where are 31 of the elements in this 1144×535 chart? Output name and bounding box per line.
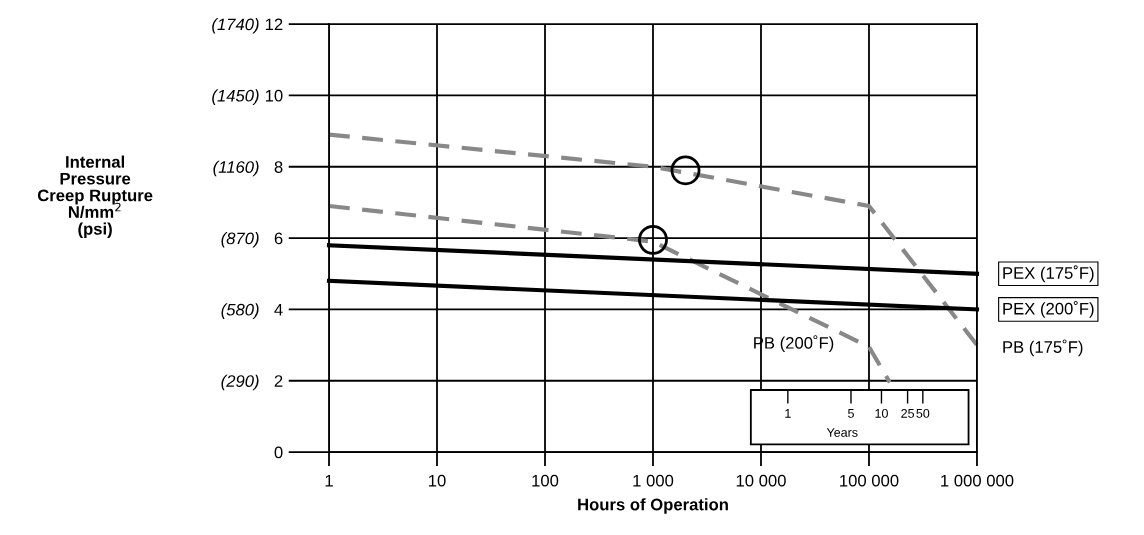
- x-tick-label: 1: [325, 474, 333, 487]
- y-tick-label: 6: [274, 232, 283, 245]
- y-tick-label: 2: [274, 375, 283, 387]
- annotation: 5: [848, 409, 854, 418]
- y-tick-label: 12: [265, 18, 283, 31]
- y-tick-label: 10: [265, 89, 283, 102]
- y2-tick-label: (1740): [212, 18, 259, 34]
- y-tick-label: 0: [274, 446, 283, 459]
- annotation: 25: [901, 408, 915, 418]
- x-tick-label: 10: [429, 474, 446, 487]
- series-label: PEX (200˚F): [1003, 300, 1094, 318]
- x-tick-label: 10 000: [736, 474, 786, 487]
- x-tick-label: 1 000 000: [941, 474, 1014, 487]
- x-axis-title: Hours of Operation: [578, 498, 728, 514]
- y2-tick-label: (1160): [213, 160, 259, 177]
- y-tick-label: 4: [274, 303, 283, 316]
- y2-tick-label: (1450): [212, 89, 259, 105]
- annotation: 1: [785, 409, 791, 418]
- y2-tick-label: (870): [221, 232, 259, 248]
- annotation: 10: [875, 408, 888, 418]
- y2-tick-label: (580): [221, 303, 259, 319]
- y2-tick-label: (290): [221, 374, 259, 391]
- annotation: 50: [916, 408, 930, 418]
- y-tick-label: 8: [274, 161, 283, 173]
- series-label: PB (175˚F): [1003, 339, 1083, 357]
- y2-axis-title: Internal Pressure Creep Rupture N/mm$^{2}$ (psi): [37, 155, 153, 239]
- annotation: Years: [826, 428, 858, 437]
- x-tick-label: 100 000: [840, 474, 899, 487]
- x-tick-label: 1 000: [633, 474, 674, 487]
- x-tick-label: 100: [532, 474, 559, 487]
- series-label: PEX (175˚F): [1003, 265, 1094, 283]
